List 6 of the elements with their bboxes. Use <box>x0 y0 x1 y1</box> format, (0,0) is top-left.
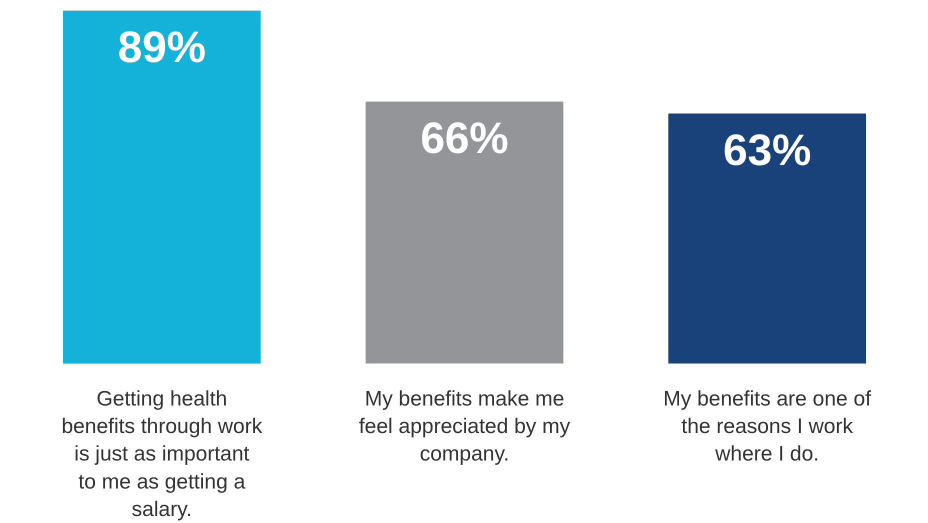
data-label: 89% <box>118 23 206 72</box>
x-tick-label: My benefits make me feel appreciated by my company. <box>358 388 571 466</box>
data-label: 66% <box>420 114 509 164</box>
x-tick-label: My benefits are one of the reasons I work where I do. <box>663 388 872 466</box>
data-label: 63% <box>723 126 812 176</box>
x-tick-label: Getting health benefits through work is just as important to me as getting a salary. <box>61 388 263 521</box>
